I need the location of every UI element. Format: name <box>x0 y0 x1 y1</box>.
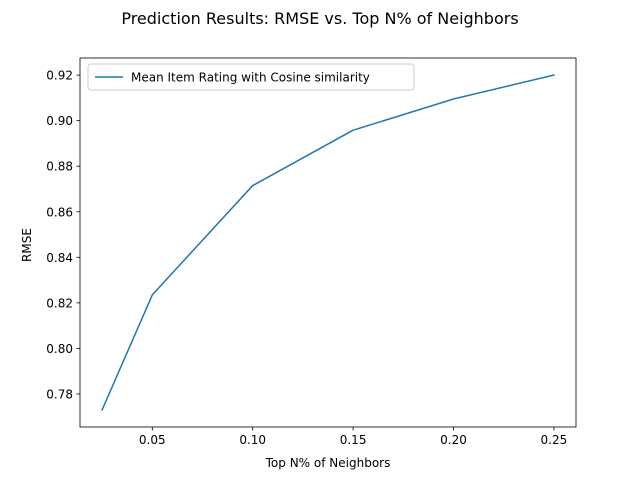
x-tick-label: 0.20 <box>440 433 467 447</box>
legend-label: Mean Item Rating with Cosine similarity <box>131 71 370 85</box>
y-tick-label: 0.88 <box>46 160 73 174</box>
y-tick-label: 0.82 <box>46 296 73 310</box>
x-tick-label: 0.25 <box>541 433 568 447</box>
y-tick-label: 0.80 <box>46 342 73 356</box>
y-axis-label: RMSE <box>20 228 34 262</box>
axes-frame <box>79 57 577 428</box>
y-tick-label: 0.78 <box>46 387 73 401</box>
x-tick-label: 0.15 <box>340 433 367 447</box>
y-tick-label: 0.86 <box>46 205 73 219</box>
chart-title: Prediction Results: RMSE vs. Top N% of N… <box>121 9 518 28</box>
y-tick-label: 0.90 <box>46 114 73 128</box>
legend-box <box>87 63 415 91</box>
plot-area: 0.05 0.10 0.15 0.20 0.25 0.78 0.80 0.82 0.84 0.86… <box>46 57 577 447</box>
legend: Mean Item Rating with Cosine similarity <box>87 63 415 91</box>
x-tick-label: 0.10 <box>239 433 266 447</box>
x-axis-label: Top N% of Neighbors <box>265 456 391 470</box>
y-tick-label: 0.92 <box>46 69 73 83</box>
x-tick-label: 0.05 <box>139 433 166 447</box>
series-line-0 <box>101 74 555 411</box>
y-tick-label: 0.84 <box>46 251 73 265</box>
